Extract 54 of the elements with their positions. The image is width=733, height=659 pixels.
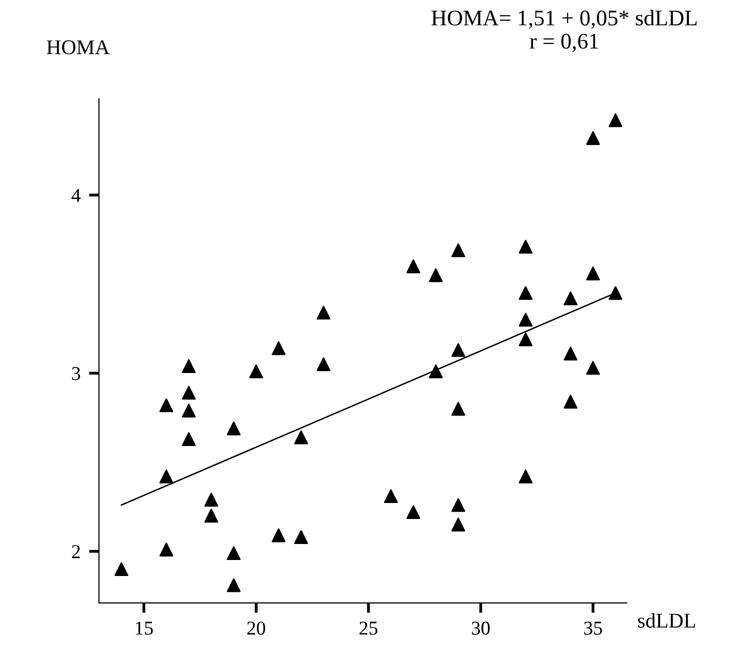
point (182, 432, 196, 446)
point (518, 286, 533, 300)
y-tick-label: 2 (72, 545, 80, 558)
point (159, 398, 174, 412)
point (428, 268, 443, 282)
point (608, 286, 622, 300)
point (182, 404, 196, 418)
point (586, 266, 600, 280)
point (182, 359, 196, 373)
point (451, 518, 466, 532)
point (518, 312, 533, 327)
point (294, 530, 308, 544)
point (564, 394, 578, 409)
point (294, 430, 308, 444)
y-tick-label: 4 (72, 188, 81, 202)
point (608, 113, 622, 128)
point (586, 131, 600, 145)
point (451, 402, 466, 416)
point (451, 343, 466, 357)
point (272, 341, 286, 356)
point (316, 306, 330, 320)
point (406, 505, 420, 520)
point (384, 489, 398, 504)
x-tick-label: 15 (136, 622, 153, 635)
point (272, 528, 286, 542)
y-tick-label: 3 (72, 367, 80, 380)
x-tick-label: 20 (247, 622, 266, 635)
point (518, 332, 533, 346)
point (316, 357, 330, 372)
point (428, 364, 443, 378)
point (114, 562, 128, 576)
x-tick-label: 35 (584, 622, 602, 635)
point (451, 498, 466, 512)
point (159, 470, 174, 484)
x-tick-label: 25 (360, 622, 378, 635)
point (226, 578, 241, 592)
point (564, 291, 578, 306)
point (204, 492, 218, 507)
point (226, 422, 241, 436)
point (564, 346, 578, 360)
point (182, 386, 196, 400)
y-axis-title: HOMA (46, 40, 110, 54)
point (204, 508, 218, 523)
point (518, 240, 533, 254)
point (451, 243, 466, 258)
point (518, 470, 533, 484)
point (406, 259, 420, 274)
point (159, 542, 174, 556)
x-tick-label: 30 (472, 622, 490, 635)
point (586, 360, 600, 375)
point (249, 364, 264, 378)
point (226, 546, 241, 560)
x-axis-title: sdLDL (638, 613, 696, 628)
text: HOMA= 1,51 + 0,05* sdLDL r = 0,61 (432, 10, 697, 52)
